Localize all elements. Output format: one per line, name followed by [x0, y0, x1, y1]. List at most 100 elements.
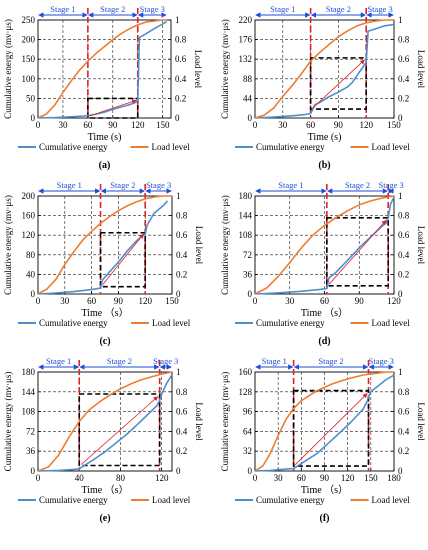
y-tick-label: 120 [22, 230, 36, 240]
load-level-line [37, 371, 173, 472]
y-tick-label: 50 [26, 93, 36, 103]
plot-frame [254, 19, 395, 119]
load-level-line [254, 19, 394, 119]
stage-label: Stage 3 [367, 4, 392, 14]
x-tick-label: 120 [138, 296, 152, 306]
y-tick-label: 96 [243, 407, 253, 417]
plot-frame [37, 195, 173, 295]
panel-label: (e) [99, 513, 110, 524]
x-tick-label: 0 [253, 473, 258, 483]
y-tick-label: 176 [239, 35, 253, 45]
y2-tick-label: 0.6 [176, 407, 188, 417]
x-tick-label: 180 [387, 473, 401, 483]
y-axis-title: Cumulative energy (mv·μs) [220, 195, 230, 295]
y2-tick-label: 0.2 [176, 446, 187, 456]
legend-label-load: Load level [152, 495, 191, 505]
x-axis-title: Time (s) [88, 132, 122, 143]
y2-tick-label: 0 [176, 289, 181, 299]
y-tick-label: 88 [243, 74, 253, 84]
y-axis-title: Cumulative energy (mv·μs) [220, 372, 230, 472]
y2-tick-label: 0.4 [176, 426, 188, 436]
stage-label: Stage 3 [369, 356, 394, 366]
y2-tick-label: 0.8 [398, 35, 410, 45]
y-tick-label: 144 [239, 211, 253, 221]
y-tick-label: 220 [239, 15, 253, 25]
legend-label-load: Load level [372, 318, 411, 328]
stage-label: Stage 1 [50, 4, 75, 14]
y-tick-label: 36 [26, 446, 36, 456]
stage-label: Stage 1 [270, 4, 295, 14]
highlight-box [292, 389, 370, 467]
x-tick-label: 120 [359, 120, 373, 130]
stage-label: Stage 2 [110, 180, 135, 190]
x-tick-label: 90 [108, 120, 118, 130]
stage-label: Stage 2 [326, 4, 351, 14]
y2-tick-label: 0.8 [398, 387, 410, 397]
highlight-box [78, 393, 161, 467]
x-tick-label: 80 [116, 473, 126, 483]
y-tick-label: 144 [22, 387, 36, 397]
cumulative-energy-line [37, 20, 168, 119]
load-level-line [254, 195, 395, 295]
y2-tick-label: 1 [176, 367, 181, 377]
y2-axis-title: Load level [416, 50, 426, 89]
y-tick-label: 200 [22, 191, 36, 201]
legend-label-energy: Cumulative energy [256, 495, 325, 505]
y-axis-title: Cumulative energy (mv·μs) [3, 19, 13, 119]
y-axis-title: Cumulative energy (mv·μs) [3, 372, 13, 472]
y-tick-label: 160 [22, 211, 36, 221]
y2-tick-label: 0 [398, 289, 403, 299]
y-tick-label: 72 [26, 426, 35, 436]
legend-label-energy: Cumulative energy [39, 142, 108, 152]
stage-label: Stage 1 [278, 180, 303, 190]
x-tick-label: 120 [155, 473, 169, 483]
trend-arrow [89, 99, 137, 117]
y-tick-label: 40 [26, 269, 36, 279]
y2-tick-label: 0.4 [398, 74, 410, 84]
x-tick-label: 60 [83, 120, 93, 130]
trend-arrow [294, 393, 368, 466]
y-tick-label: 0 [31, 289, 36, 299]
y2-axis-title: Load level [416, 402, 426, 441]
cumulative-energy-line [37, 374, 173, 472]
plot-frame [37, 371, 173, 472]
y2-tick-label: 0.8 [175, 35, 187, 45]
y2-tick-label: 0.6 [398, 407, 410, 417]
chart-panel-2: 0 30 60 90 120 1500448813217622000.20.40.60.8… [220, 4, 426, 171]
y2-tick-label: 1 [398, 191, 403, 201]
y2-axis-title: Load level [416, 226, 426, 265]
y-tick-label: 200 [22, 35, 36, 45]
x-tick-label: 120 [131, 120, 145, 130]
y2-tick-label: 1 [176, 191, 181, 201]
y-axis-title: Cumulative energy (mv·μs) [3, 195, 13, 295]
y-tick-label: 0 [248, 466, 253, 476]
x-tick-label: 150 [165, 296, 179, 306]
y2-tick-label: 0.2 [398, 269, 409, 279]
panel-label: (c) [99, 336, 110, 347]
y2-tick-label: 0.4 [176, 250, 188, 260]
x-tick-label: 0 [253, 296, 258, 306]
chart-panel-5: 0 40 80 120 0 36 72 108 144 180 0 0.2 0.4 0.6 0.8 1 Time… [3, 356, 204, 524]
x-tick-label: 0 [36, 120, 41, 130]
plot-frame [37, 19, 172, 119]
cumulative-energy-line [254, 23, 395, 119]
y-tick-label: 132 [239, 54, 253, 64]
load-level-line [37, 195, 172, 295]
y-tick-label: 32 [243, 446, 252, 456]
x-tick-label: 0 [36, 473, 41, 483]
y-tick-label: 108 [239, 230, 253, 240]
y-tick-label: 0 [248, 289, 253, 299]
chart-panel-4: 0 30 60 90 1200367210814418000.20.40.60.81Ti… [220, 180, 426, 347]
x-axis-title: Time (s) [308, 132, 342, 143]
x-tick-label: 30 [285, 296, 295, 306]
y-tick-label: 72 [243, 250, 252, 260]
y-tick-label: 128 [239, 387, 253, 397]
y-tick-label: 150 [22, 54, 36, 64]
y2-tick-label: 1 [175, 15, 180, 25]
y2-tick-label: 0 [398, 466, 403, 476]
panel-label: (f) [320, 513, 330, 524]
y2-tick-label: 0.4 [175, 74, 187, 84]
stage-label: Stage 2 [107, 356, 132, 366]
x-axis-title: Time （s） [81, 307, 128, 319]
